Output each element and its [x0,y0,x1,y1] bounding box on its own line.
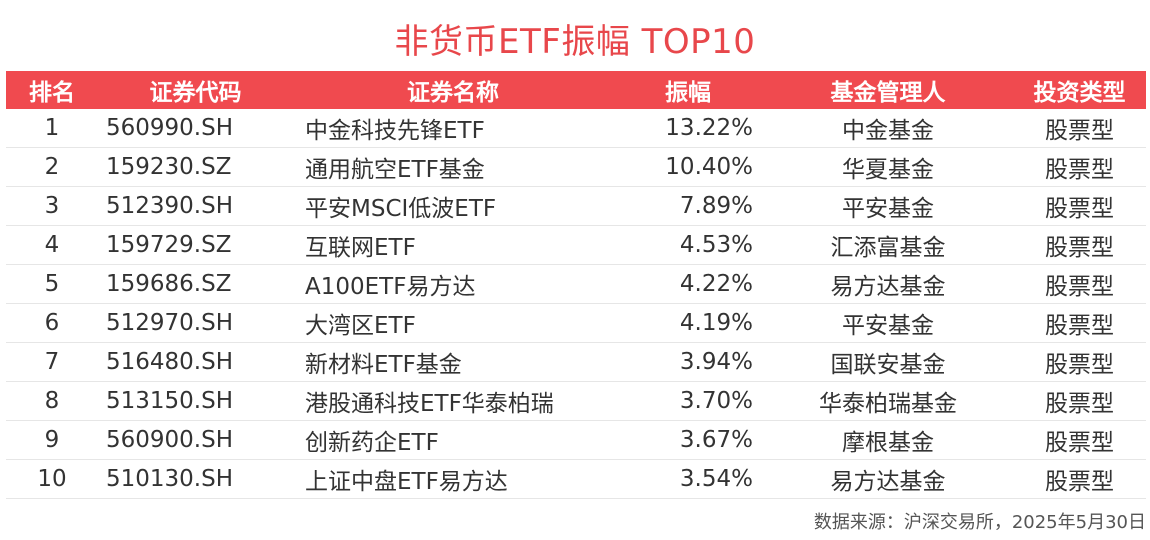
etf-amplitude-table: 排名 证券代码 证券名称 振幅 基金管理人 投资类型 1 560990.SH 中金科… [6,71,1146,499]
cell-type: 股票型 [1013,264,1146,304]
header-name: 证券名称 [293,71,613,109]
cell-type: 股票型 [1013,420,1146,460]
header-amplitude: 振幅 [613,71,763,109]
header-type: 投资类型 [1013,71,1146,109]
table-row: 10 510130.SH 上证中盘ETF易方达 3.54% 易方达基金 股票型 [6,459,1146,499]
table-row: 8 513150.SH 港股通科技ETF华泰柏瑞 3.70% 华泰柏瑞基金 股票型 [6,381,1146,421]
cell-manager: 中金基金 [763,109,1013,148]
cell-code: 516480.SH [98,342,293,382]
cell-name: 上证中盘ETF易方达 [293,459,613,499]
cell-name: 中金科技先锋ETF [293,109,613,148]
cell-rank: 1 [6,109,98,148]
cell-type: 股票型 [1013,147,1146,187]
header-code: 证券代码 [98,71,293,109]
cell-rank: 5 [6,264,98,304]
cell-name: A100ETF易方达 [293,264,613,304]
cell-amplitude: 3.94% [613,342,763,382]
cell-name: 通用航空ETF基金 [293,147,613,187]
table-row: 5 159686.SZ A100ETF易方达 4.22% 易方达基金 股票型 [6,264,1146,304]
cell-rank: 8 [6,381,98,421]
cell-amplitude: 3.54% [613,459,763,499]
cell-type: 股票型 [1013,342,1146,382]
cell-name: 创新药企ETF [293,420,613,460]
cell-amplitude: 13.22% [613,109,763,148]
cell-rank: 6 [6,303,98,343]
data-source-note: 数据来源：沪深交易所，2025年5月30日 [813,512,1146,533]
page-title: 非货币ETF振幅 TOP10 [394,22,756,62]
cell-code: 510130.SH [98,459,293,499]
cell-rank: 9 [6,420,98,460]
cell-type: 股票型 [1013,186,1146,226]
table-row: 1 560990.SH 中金科技先锋ETF 13.22% 中金基金 股票型 [6,109,1146,148]
table-row: 7 516480.SH 新材料ETF基金 3.94% 国联安基金 股票型 [6,342,1146,382]
cell-type: 股票型 [1013,225,1146,265]
cell-rank: 7 [6,342,98,382]
cell-manager: 易方达基金 [763,459,1013,499]
cell-manager: 华泰柏瑞基金 [763,381,1013,421]
cell-name: 平安MSCI低波ETF [293,186,613,226]
cell-manager: 汇添富基金 [763,225,1013,265]
cell-code: 159729.SZ [98,225,293,265]
cell-amplitude: 10.40% [613,147,763,187]
table-row: 9 560900.SH 创新药企ETF 3.67% 摩根基金 股票型 [6,420,1146,460]
table-row: 2 159230.SZ 通用航空ETF基金 10.40% 华夏基金 股票型 [6,147,1146,187]
header-manager: 基金管理人 [763,71,1013,109]
cell-manager: 平安基金 [763,303,1013,343]
table-row: 6 512970.SH 大湾区ETF 4.19% 平安基金 股票型 [6,303,1146,343]
cell-rank: 3 [6,186,98,226]
table-header-row: 排名 证券代码 证券名称 振幅 基金管理人 投资类型 [6,71,1146,109]
cell-amplitude: 3.70% [613,381,763,421]
cell-amplitude: 3.67% [613,420,763,460]
cell-code: 560900.SH [98,420,293,460]
cell-manager: 摩根基金 [763,420,1013,460]
cell-type: 股票型 [1013,381,1146,421]
cell-code: 560990.SH [98,109,293,148]
cell-code: 512970.SH [98,303,293,343]
cell-amplitude: 4.19% [613,303,763,343]
cell-name: 大湾区ETF [293,303,613,343]
cell-type: 股票型 [1013,303,1146,343]
cell-manager: 华夏基金 [763,147,1013,187]
cell-type: 股票型 [1013,459,1146,499]
header-rank: 排名 [6,71,98,109]
cell-name: 互联网ETF [293,225,613,265]
cell-manager: 国联安基金 [763,342,1013,382]
cell-name: 港股通科技ETF华泰柏瑞 [293,381,613,421]
cell-code: 159230.SZ [98,147,293,187]
cell-amplitude: 4.22% [613,264,763,304]
cell-code: 513150.SH [98,381,293,421]
cell-rank: 4 [6,225,98,265]
cell-code: 159686.SZ [98,264,293,304]
cell-amplitude: 7.89% [613,186,763,226]
table-row: 4 159729.SZ 互联网ETF 4.53% 汇添富基金 股票型 [6,225,1146,265]
cell-rank: 2 [6,147,98,187]
cell-rank: 10 [6,459,98,499]
cell-manager: 易方达基金 [763,264,1013,304]
cell-code: 512390.SH [98,186,293,226]
table-row: 3 512390.SH 平安MSCI低波ETF 7.89% 平安基金 股票型 [6,186,1146,226]
cell-manager: 平安基金 [763,186,1013,226]
cell-name: 新材料ETF基金 [293,342,613,382]
cell-amplitude: 4.53% [613,225,763,265]
cell-type: 股票型 [1013,109,1146,148]
